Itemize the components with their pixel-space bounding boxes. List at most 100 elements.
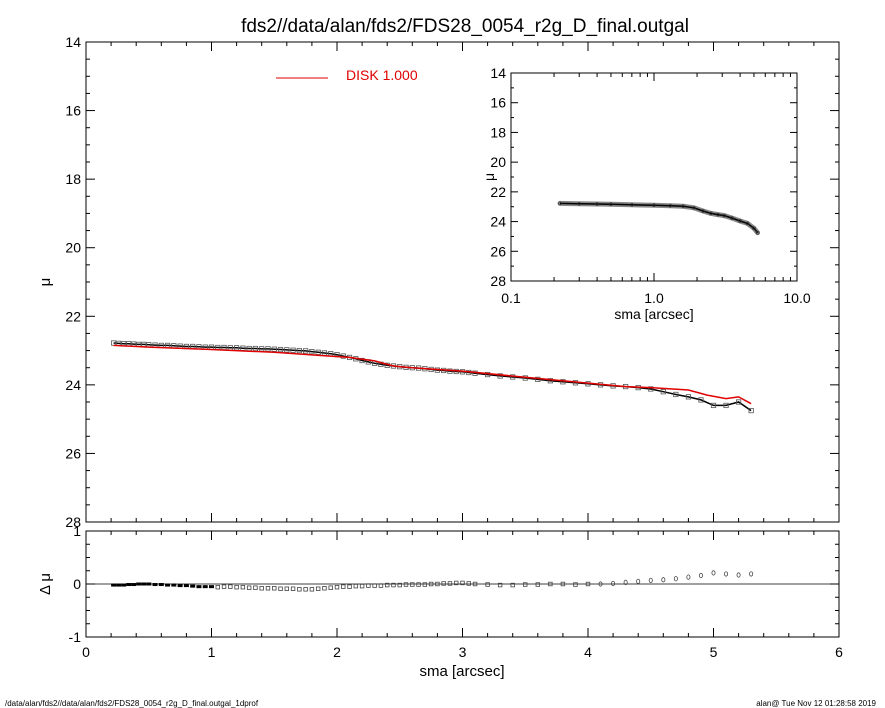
- residual-point: [636, 578, 641, 584]
- residual-point: [177, 584, 183, 588]
- residual-point: [611, 580, 616, 587]
- residual-point: [698, 572, 703, 579]
- main-data-point: [698, 397, 704, 403]
- inset-ytick-label: 22: [490, 184, 506, 200]
- residual-point: [585, 581, 591, 587]
- residual-point: [428, 581, 434, 587]
- inset-data-point: [668, 203, 673, 208]
- residual-point: [131, 583, 137, 587]
- residual-point: [736, 572, 741, 578]
- main-ytick-label: 20: [65, 240, 81, 256]
- res-xtick-label: 1: [208, 644, 216, 660]
- inset-data-point: [730, 216, 734, 220]
- residual-point: [196, 585, 202, 589]
- residual-point: [598, 581, 603, 587]
- residual-point: [278, 586, 283, 591]
- residual-point: [209, 585, 214, 589]
- main-plot: 14 16 18 20 22 24 26 28: [65, 34, 840, 530]
- inset-xtick-label: 1.0: [644, 290, 664, 306]
- inset-ytick-label: 20: [490, 154, 506, 170]
- main-data-point: [303, 348, 309, 354]
- residual-point: [221, 584, 227, 589]
- res-ytick-label: 1: [73, 523, 81, 539]
- inset-data-point: [652, 203, 656, 208]
- residual-ylabel: Δ μ: [37, 573, 54, 595]
- inset-data-point: [745, 221, 750, 226]
- main-ytick-label: 28: [65, 514, 81, 530]
- main-data-point: [309, 348, 315, 355]
- main-data-point: [296, 347, 302, 354]
- main-data-point: [547, 378, 553, 384]
- residual-point: [228, 584, 233, 589]
- res-xtick-label: 0: [82, 644, 90, 660]
- residual-point: [146, 582, 152, 586]
- residual-point: [711, 570, 716, 576]
- residual-point: [152, 583, 158, 587]
- residual-point: [111, 583, 117, 587]
- residual-point: [259, 586, 264, 591]
- residual-point: [353, 583, 359, 589]
- residual-point: [510, 582, 515, 588]
- inset-data-point: [630, 202, 634, 207]
- inset-ytick-label: 18: [490, 124, 506, 140]
- main-data-point: [660, 389, 666, 395]
- residual-point: [366, 583, 371, 588]
- residual-point: [334, 584, 340, 590]
- main-ytick-label: 16: [65, 103, 81, 119]
- residual-point: [347, 584, 352, 589]
- legend-label: DISK 1.000: [346, 67, 418, 83]
- main-data-point: [685, 394, 692, 400]
- inset-data-point: [692, 205, 696, 210]
- residual-point: [435, 581, 440, 587]
- residual-point: [497, 582, 503, 588]
- residual-point: [384, 582, 390, 588]
- residual-point: [253, 585, 258, 590]
- residual-point: [272, 586, 277, 591]
- residual-point: [573, 582, 578, 587]
- residual-point: [523, 582, 528, 587]
- inset-xlabel: sma [arcsec]: [614, 306, 693, 322]
- residual-point: [171, 583, 177, 587]
- inset-data-point: [609, 202, 613, 207]
- residual-point: [378, 583, 384, 588]
- residual-point: [158, 583, 164, 587]
- residual-point: [535, 582, 540, 587]
- residual-point: [648, 577, 653, 583]
- residual-point: [297, 587, 302, 592]
- residual-point: [460, 580, 465, 586]
- residual-point: [623, 579, 628, 586]
- residual-point: [341, 584, 346, 589]
- residual-point: [202, 585, 208, 589]
- residual-point: [141, 582, 147, 586]
- inset-plot-frame: [510, 72, 798, 282]
- residual-point: [284, 586, 289, 591]
- inset-data-point: [709, 211, 713, 216]
- inset-data-point: [722, 213, 727, 218]
- inset-ytick-label: 28: [490, 273, 506, 289]
- inset-ytick-label: 14: [490, 65, 506, 81]
- inset-data-point: [755, 230, 760, 235]
- main-data-point: [736, 399, 742, 405]
- residual-point: [165, 583, 171, 587]
- residual-point: [121, 583, 127, 587]
- inset-data-point: [701, 209, 705, 213]
- main-data-point: [560, 379, 566, 385]
- main-ytick-label: 22: [65, 308, 81, 324]
- main-data-point: [648, 386, 654, 392]
- footer-right: alan@ Tue Nov 12 01:28:58 2019: [756, 699, 876, 708]
- residual-point: [246, 585, 252, 590]
- residual-point: [359, 583, 365, 589]
- res-ytick-label: 0: [73, 576, 81, 592]
- main-data-curve: [113, 342, 752, 412]
- residual-point: [290, 586, 296, 591]
- inset-ylabel: μ: [481, 173, 497, 181]
- inset-data-point: [752, 226, 756, 231]
- residual-point: [441, 581, 446, 586]
- main-data-point: [748, 407, 754, 414]
- inset-data-point: [716, 212, 720, 217]
- main-data-point: [315, 349, 321, 355]
- residual-point: [309, 587, 315, 592]
- main-data-point: [710, 402, 717, 409]
- residual-point: [183, 584, 189, 588]
